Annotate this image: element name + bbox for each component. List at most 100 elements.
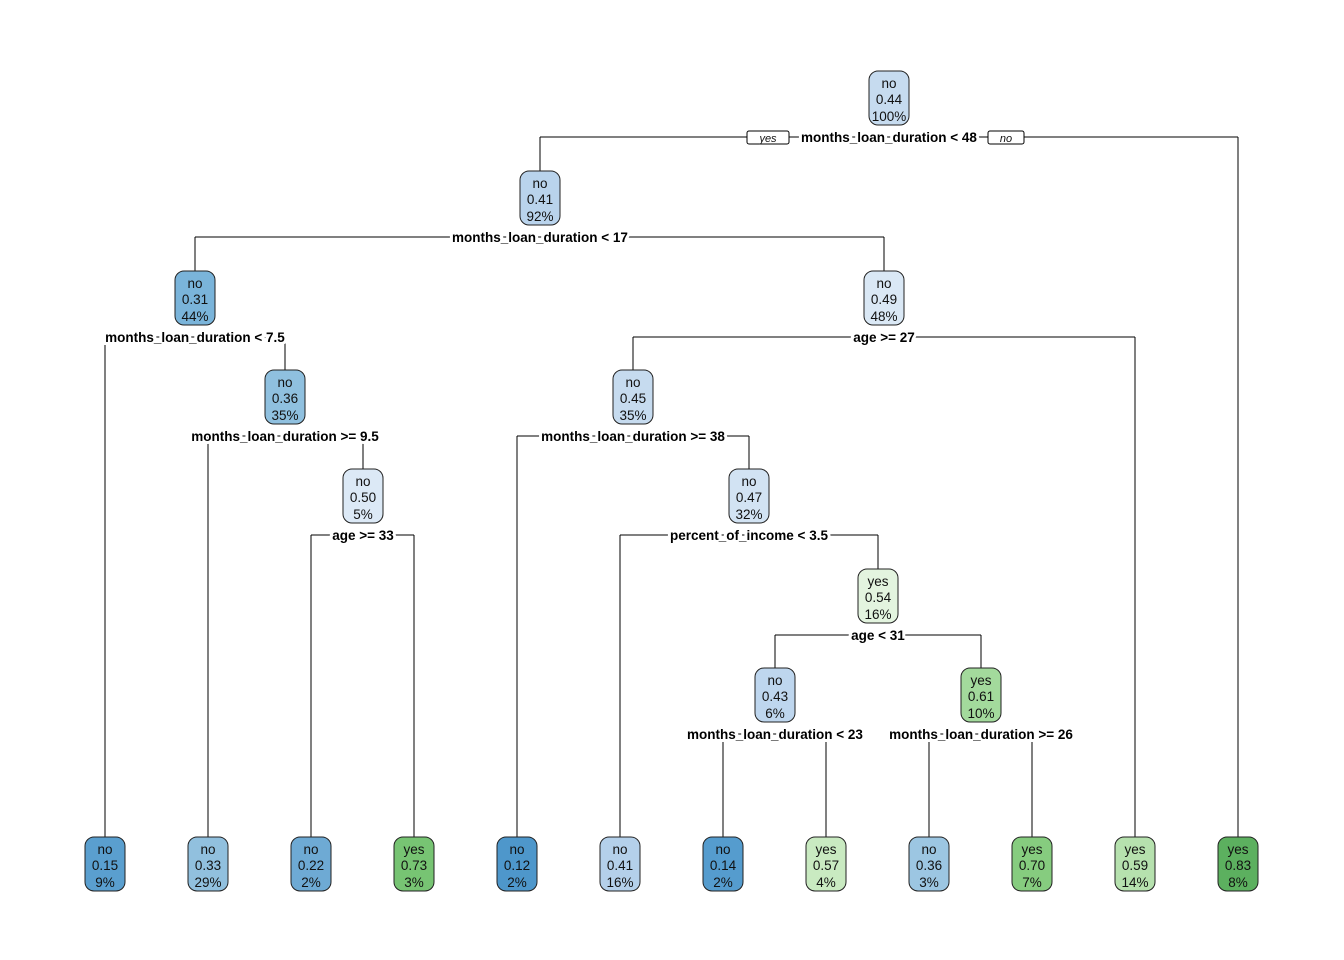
node-probability: 0.59	[1122, 858, 1148, 873]
node-probability: 0.36	[916, 858, 942, 873]
leaf-node: no0.36 3%	[908, 836, 950, 892]
no-branch-label: no	[1000, 133, 1012, 145]
node-box	[174, 270, 216, 326]
yes-branch-label-box	[746, 130, 790, 145]
node-class: no	[741, 474, 756, 489]
tree-node: no0.45 35%	[612, 369, 654, 425]
node-class: no	[355, 474, 370, 489]
node-class: no	[277, 375, 292, 390]
tree-nodes: no0.44100%no0.4192%no0.3144%no0.4948%no0…	[84, 70, 1259, 892]
node-box	[754, 667, 796, 723]
node-percent: 3%	[919, 875, 939, 890]
node-box	[393, 836, 435, 892]
node-percent: 29%	[194, 875, 221, 890]
tree-node: no0.50 5%	[342, 468, 384, 524]
node-class: no	[625, 375, 640, 390]
node-probability: 0.12	[504, 858, 530, 873]
node-probability: 0.14	[710, 858, 737, 873]
tree-node: no0.49 48%	[863, 270, 905, 326]
tree-node: no0.44 100%	[868, 70, 910, 126]
node-class: no	[767, 673, 782, 688]
node-class: yes	[403, 842, 424, 857]
node-probability: 0.43	[762, 689, 788, 704]
tree-node: no0.36 35%	[264, 369, 306, 425]
node-box	[1217, 836, 1259, 892]
split-label: months_loan_duration < 48	[801, 130, 977, 145]
node-percent: 6%	[765, 706, 785, 721]
node-probability: 0.41	[607, 858, 633, 873]
node-percent: 9%	[95, 875, 115, 890]
node-percent: 2%	[507, 875, 527, 890]
node-box	[599, 836, 641, 892]
no-branch-label-box	[987, 130, 1025, 145]
node-class: no	[921, 842, 936, 857]
node-class: yes	[1124, 842, 1145, 857]
node-probability: 0.41	[527, 192, 553, 207]
node-percent: 14%	[1121, 875, 1148, 890]
node-box	[1011, 836, 1053, 892]
node-class: no	[187, 276, 202, 291]
node-box	[960, 667, 1002, 723]
node-percent: 32%	[735, 507, 762, 522]
node-class: no	[612, 842, 627, 857]
node-box	[519, 170, 561, 226]
node-probability: 0.31	[182, 292, 208, 307]
node-class: yes	[867, 574, 888, 589]
tree-edges	[104, 136, 1239, 837]
node-box	[187, 836, 229, 892]
node-class: no	[532, 176, 547, 191]
leaf-node: no0.12 2%	[496, 836, 538, 892]
node-probability: 0.47	[736, 490, 762, 505]
node-box	[84, 836, 126, 892]
split-labels: months_loan_duration < 48 months_loan_dur…	[102, 127, 1076, 745]
node-probability: 0.61	[968, 689, 994, 704]
node-box	[857, 568, 899, 624]
node-box	[908, 836, 950, 892]
split-label: months_loan_duration < 7.5	[105, 330, 285, 345]
node-box	[612, 369, 654, 425]
split-label: months_loan_duration < 23	[687, 727, 863, 742]
node-box	[728, 468, 770, 524]
node-probability: 0.33	[195, 858, 221, 873]
node-box	[702, 836, 744, 892]
split-label: months_loan_duration >= 38	[541, 429, 725, 444]
node-probability: 0.83	[1225, 858, 1251, 873]
node-percent: 2%	[301, 875, 321, 890]
node-percent: 48%	[870, 309, 897, 324]
node-probability: 0.36	[272, 391, 298, 406]
node-probability: 0.15	[92, 858, 118, 873]
node-percent: 35%	[271, 408, 298, 423]
node-percent: 4%	[816, 875, 836, 890]
node-probability: 0.49	[871, 292, 897, 307]
node-percent: 16%	[606, 875, 633, 890]
node-percent: 7%	[1022, 875, 1042, 890]
yes-branch-label: yes	[758, 133, 777, 145]
tree-node: no0.31 44%	[174, 270, 216, 326]
node-probability: 0.54	[865, 590, 892, 605]
leaf-node: no0.15 9%	[84, 836, 126, 892]
node-percent: 92%	[526, 209, 553, 224]
node-class: yes	[815, 842, 836, 857]
node-class: yes	[970, 673, 991, 688]
node-class: no	[509, 842, 524, 857]
node-probability: 0.45	[620, 391, 646, 406]
node-box	[868, 70, 910, 126]
node-class: no	[876, 276, 891, 291]
leaf-node: no0.41 16%	[599, 836, 641, 892]
node-probability: 0.73	[401, 858, 427, 873]
split-label: age >= 33	[332, 528, 394, 543]
tree-node: no0.41 92%	[519, 170, 561, 226]
split-label: age < 31	[851, 628, 905, 643]
leaf-node: no0.14 2%	[702, 836, 744, 892]
node-box	[805, 836, 847, 892]
node-percent: 44%	[181, 309, 208, 324]
node-percent: 8%	[1228, 875, 1248, 890]
node-class: no	[881, 76, 896, 91]
node-percent: 5%	[353, 507, 373, 522]
split-label: age >= 27	[853, 330, 915, 345]
